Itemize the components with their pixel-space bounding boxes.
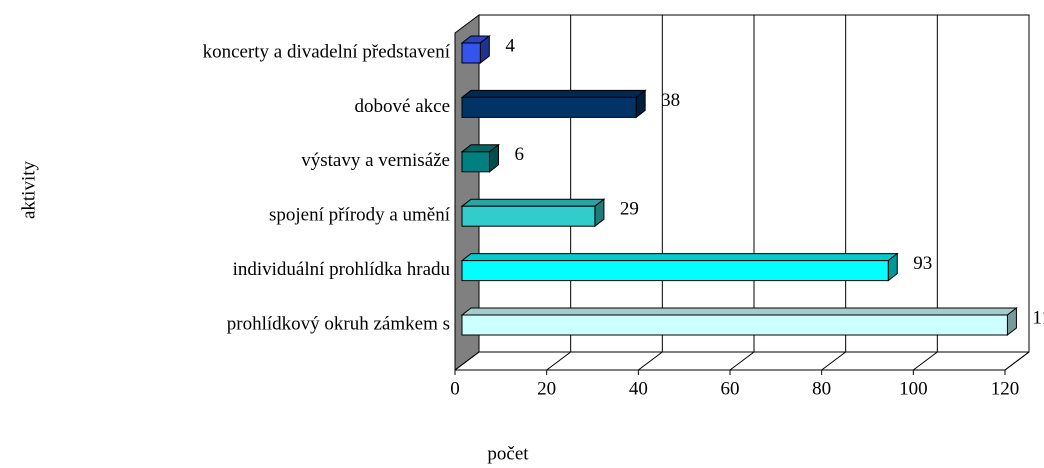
y-tick-label: výstavy a vernisáže [301, 150, 450, 171]
y-tick-label: dobové akce [355, 96, 450, 117]
y-tick-label: prohlídkový okruh zámkem s [227, 313, 450, 334]
bar-top [460, 89, 647, 98]
x-tick-label: 120 [991, 378, 1020, 399]
y-tick-label: individuální prohlídka hradu [233, 259, 451, 280]
value-label: 119 [1032, 307, 1044, 328]
x-tick-label: 80 [812, 378, 831, 399]
floor-line [546, 351, 571, 371]
bar [461, 205, 596, 227]
x-tick-label: 0 [450, 378, 460, 399]
value-label: 29 [620, 199, 639, 220]
y-tick-label: koncerty a divadelní představení [203, 41, 451, 62]
floor-line [1004, 351, 1030, 371]
y-axis-label: aktivity [18, 160, 39, 219]
bar [461, 260, 889, 282]
bar-top [460, 253, 899, 262]
value-label: 6 [515, 144, 525, 165]
bar-top [460, 307, 1018, 316]
value-label: 38 [661, 90, 680, 111]
x-tick-label: 60 [721, 378, 740, 399]
bar [461, 151, 490, 173]
bar [461, 96, 637, 118]
bar [461, 42, 481, 64]
floor-line [729, 351, 755, 371]
y-tick-label: spojení přírody a umění [269, 205, 451, 226]
value-label: 4 [505, 35, 515, 56]
x-tick-label: 20 [537, 378, 556, 399]
x-axis-label: počet [487, 443, 529, 464]
floor-line [638, 351, 663, 371]
x-tick-label: 100 [899, 378, 928, 399]
bar-top [460, 198, 606, 207]
floor-line [821, 351, 846, 371]
floor-line [913, 351, 938, 371]
floor-line [454, 351, 480, 371]
bar [461, 314, 1008, 336]
x-tick-label: 40 [629, 378, 648, 399]
value-label: 93 [913, 253, 932, 274]
